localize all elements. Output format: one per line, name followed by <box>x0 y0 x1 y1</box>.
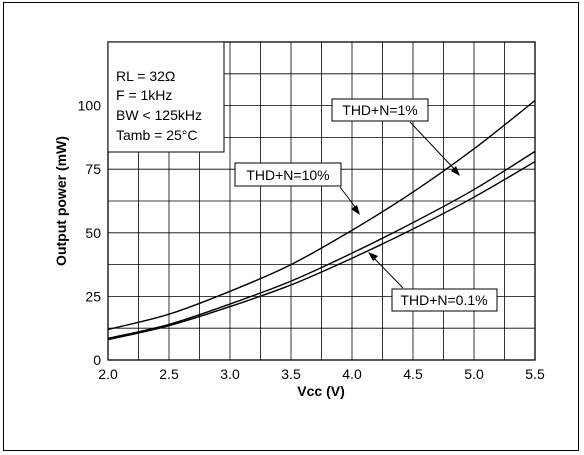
x-tick-label: 4.0 <box>342 366 362 382</box>
conditions-box: RL = 32Ω F = 1kHz BW < 125kHz Tamb = 25°… <box>107 41 225 153</box>
annotation-thd-01: THD+N=0.1% <box>368 252 498 312</box>
plot-border <box>107 41 536 361</box>
annotation-thd-01-box <box>391 288 498 312</box>
conditions-box-border <box>107 41 225 153</box>
x-axis-label: Vcc (V) <box>297 383 344 399</box>
x-tick-label: 2.0 <box>98 366 118 382</box>
annotation-thd-10-label: THD+N=10% <box>246 167 329 183</box>
annotation-thd-01-label: THD+N=0.1% <box>400 292 487 308</box>
annotation-thd-10: THD+N=10% <box>234 162 360 215</box>
annotation-thd-1-box <box>331 98 429 122</box>
y-tick-label: 100 <box>78 98 102 114</box>
x-tick-label: 4.5 <box>403 366 423 382</box>
y-tick-labels: 0 25 50 75 100 <box>78 98 102 368</box>
x-tick-label: 2.5 <box>159 366 179 382</box>
series-line-thd-n-0-1 <box>107 160 536 341</box>
annotation-thd-1: THD+N=1% <box>331 98 460 176</box>
annotation-thd-10-box <box>234 162 342 187</box>
y-tick-label: 75 <box>85 161 101 177</box>
y-tick-label: 25 <box>85 288 101 304</box>
annotation-thd-01-arrowhead <box>368 252 378 261</box>
x-tick-label: 5.0 <box>464 366 484 382</box>
annotation-thd-1-label: THD+N=1% <box>342 102 417 118</box>
annotation-thd-01-arrow <box>369 253 404 289</box>
condition-bandwidth: BW < 125kHz <box>116 107 202 123</box>
y-axis-label: Output power (mW) <box>53 136 69 266</box>
x-tick-label: 5.5 <box>525 366 545 382</box>
condition-frequency: F = 1kHz <box>116 87 172 103</box>
x-tick-label: 3.5 <box>281 366 301 382</box>
annotation-thd-1-arrow <box>409 121 460 175</box>
x-tick-label: 3.0 <box>220 366 240 382</box>
series-group <box>107 99 536 341</box>
annotations: THD+N=1% THD+N=10% THD+N=0.1% <box>234 98 498 312</box>
y-tick-label: 50 <box>85 225 101 241</box>
annotation-thd-10-arrowhead <box>351 205 360 215</box>
y-tick-label: 0 <box>93 352 101 368</box>
annotation-thd-1-arrowhead <box>451 166 460 176</box>
series-line-thd-n-1 <box>107 150 536 340</box>
x-tick-labels: 2.0 2.5 3.0 3.5 4.0 4.5 5.0 5.5 <box>98 366 545 382</box>
condition-load: RL = 32Ω <box>116 68 175 84</box>
condition-temperature: Tamb = 25°C <box>116 127 197 143</box>
series-line-thd-n-10 <box>107 99 536 331</box>
